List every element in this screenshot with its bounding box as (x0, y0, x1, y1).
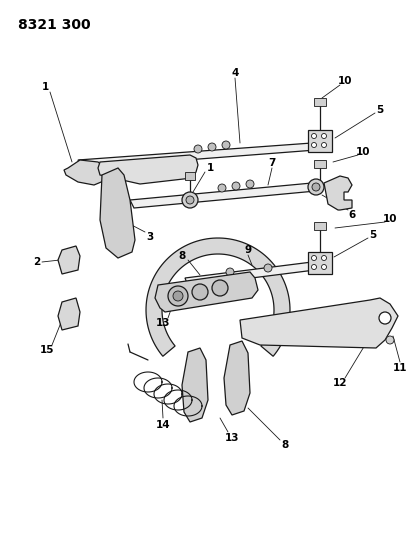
Polygon shape (130, 183, 315, 208)
Circle shape (186, 196, 193, 204)
Circle shape (245, 180, 254, 188)
Text: 13: 13 (224, 433, 239, 443)
Circle shape (168, 286, 188, 306)
Circle shape (311, 255, 316, 261)
Circle shape (218, 184, 225, 192)
Text: 12: 12 (332, 378, 346, 388)
Text: 11: 11 (392, 363, 406, 373)
Bar (313, 160, 325, 168)
Polygon shape (155, 272, 257, 312)
Text: 14: 14 (155, 420, 170, 430)
Text: 6: 6 (348, 210, 355, 220)
Bar (184, 172, 195, 180)
Circle shape (225, 268, 234, 276)
Circle shape (182, 192, 198, 208)
Text: 10: 10 (337, 76, 351, 86)
Text: 8321 300: 8321 300 (18, 18, 90, 32)
Bar (313, 222, 325, 230)
Polygon shape (58, 298, 80, 330)
Circle shape (211, 280, 227, 296)
Polygon shape (58, 246, 80, 274)
Text: 5: 5 (369, 230, 376, 240)
Text: 5: 5 (375, 105, 383, 115)
Circle shape (321, 264, 326, 270)
Circle shape (311, 142, 316, 148)
Circle shape (263, 264, 271, 272)
Circle shape (231, 182, 239, 190)
Text: 7: 7 (267, 158, 275, 168)
Circle shape (307, 179, 323, 195)
Text: 9: 9 (244, 245, 251, 255)
Polygon shape (182, 348, 207, 422)
Circle shape (207, 143, 216, 151)
Circle shape (311, 133, 316, 139)
Polygon shape (64, 160, 108, 185)
Text: 8: 8 (281, 440, 288, 450)
Text: 1: 1 (206, 163, 213, 173)
Circle shape (221, 141, 229, 149)
Circle shape (311, 183, 319, 191)
Polygon shape (100, 168, 135, 258)
Circle shape (385, 336, 393, 344)
Polygon shape (184, 261, 322, 286)
Text: 13: 13 (155, 318, 170, 328)
Polygon shape (98, 155, 198, 184)
Polygon shape (223, 341, 249, 415)
Bar (307, 130, 331, 152)
Polygon shape (78, 143, 315, 168)
Text: 8: 8 (178, 251, 185, 261)
Circle shape (321, 142, 326, 148)
Circle shape (173, 291, 182, 301)
Polygon shape (146, 238, 289, 356)
Text: 4: 4 (231, 68, 238, 78)
Text: 3: 3 (146, 232, 153, 242)
Circle shape (321, 255, 326, 261)
Text: 10: 10 (382, 214, 396, 224)
Bar (307, 252, 331, 274)
Circle shape (193, 145, 202, 153)
Bar (313, 98, 325, 106)
Circle shape (321, 133, 326, 139)
Circle shape (378, 312, 390, 324)
Polygon shape (239, 298, 397, 348)
Text: 1: 1 (41, 82, 49, 92)
Text: 2: 2 (33, 257, 40, 267)
Circle shape (191, 284, 207, 300)
Circle shape (311, 264, 316, 270)
Text: 15: 15 (40, 345, 54, 355)
Polygon shape (323, 176, 351, 210)
Text: 10: 10 (355, 147, 369, 157)
